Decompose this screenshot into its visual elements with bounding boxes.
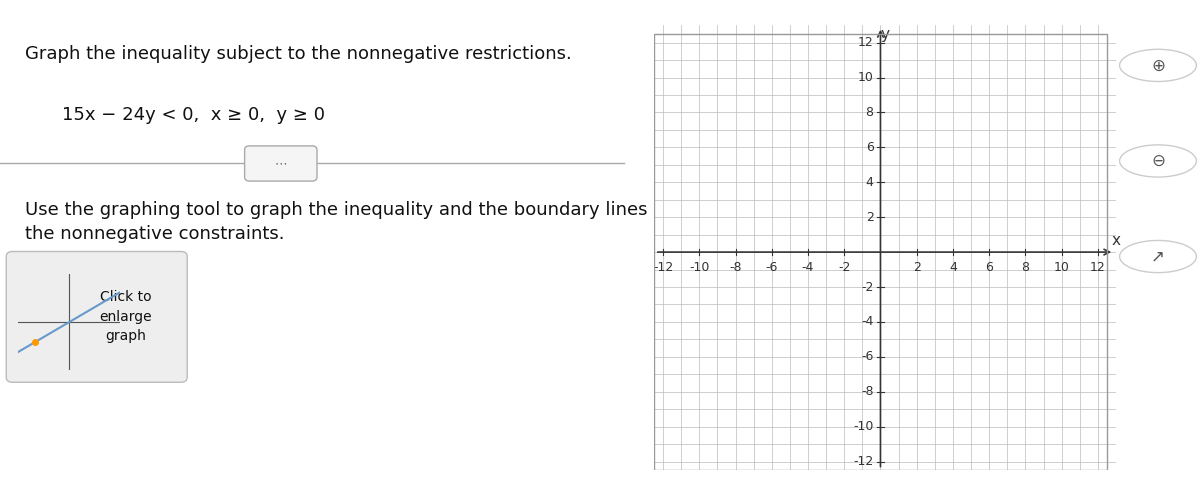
FancyBboxPatch shape: [245, 146, 317, 181]
Text: -6: -6: [862, 350, 874, 363]
Text: 10: 10: [1054, 261, 1069, 274]
Text: x: x: [1111, 233, 1121, 248]
Text: -12: -12: [653, 261, 673, 274]
Text: -12: -12: [853, 455, 874, 468]
Text: 8: 8: [865, 106, 874, 119]
Text: -10: -10: [689, 261, 709, 274]
Text: 2: 2: [913, 261, 920, 274]
Text: Click to
enlarge
graph: Click to enlarge graph: [100, 290, 151, 344]
Text: Use the graphing tool to graph the inequality and the boundary lines representin: Use the graphing tool to graph the inequ…: [25, 201, 768, 243]
Text: -2: -2: [862, 281, 874, 294]
Text: -4: -4: [862, 315, 874, 328]
Text: y: y: [881, 27, 889, 42]
Text: -10: -10: [853, 420, 874, 433]
Text: Graph the inequality subject to the nonnegative restrictions.: Graph the inequality subject to the nonn…: [25, 45, 571, 63]
Text: ⊕: ⊕: [1151, 56, 1165, 74]
Text: ⊖: ⊖: [1151, 152, 1165, 170]
Text: -4: -4: [802, 261, 814, 274]
Text: 15x − 24y < 0,  x ≥ 0,  y ≥ 0: 15x − 24y < 0, x ≥ 0, y ≥ 0: [62, 106, 325, 124]
Text: 4: 4: [865, 176, 874, 189]
Text: -2: -2: [838, 261, 851, 274]
Text: 12: 12: [858, 36, 874, 49]
Text: ⋯: ⋯: [275, 157, 287, 170]
Text: 10: 10: [858, 71, 874, 84]
Text: -8: -8: [862, 385, 874, 398]
Text: 12: 12: [1090, 261, 1105, 274]
Text: 6: 6: [865, 141, 874, 154]
Text: 6: 6: [985, 261, 994, 274]
Text: -6: -6: [766, 261, 778, 274]
Text: 2: 2: [865, 211, 874, 224]
Text: 4: 4: [949, 261, 956, 274]
Text: -8: -8: [730, 261, 742, 274]
Text: ↗: ↗: [1151, 247, 1165, 266]
FancyBboxPatch shape: [6, 252, 187, 382]
Text: 8: 8: [1021, 261, 1030, 274]
